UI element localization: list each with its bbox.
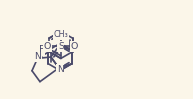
Text: N: N [57, 65, 64, 74]
Text: S: S [58, 42, 64, 51]
Text: F: F [39, 45, 45, 55]
Text: O: O [44, 42, 51, 51]
Text: N: N [35, 52, 41, 61]
Text: O: O [71, 42, 78, 51]
Text: CH₃: CH₃ [53, 30, 68, 39]
